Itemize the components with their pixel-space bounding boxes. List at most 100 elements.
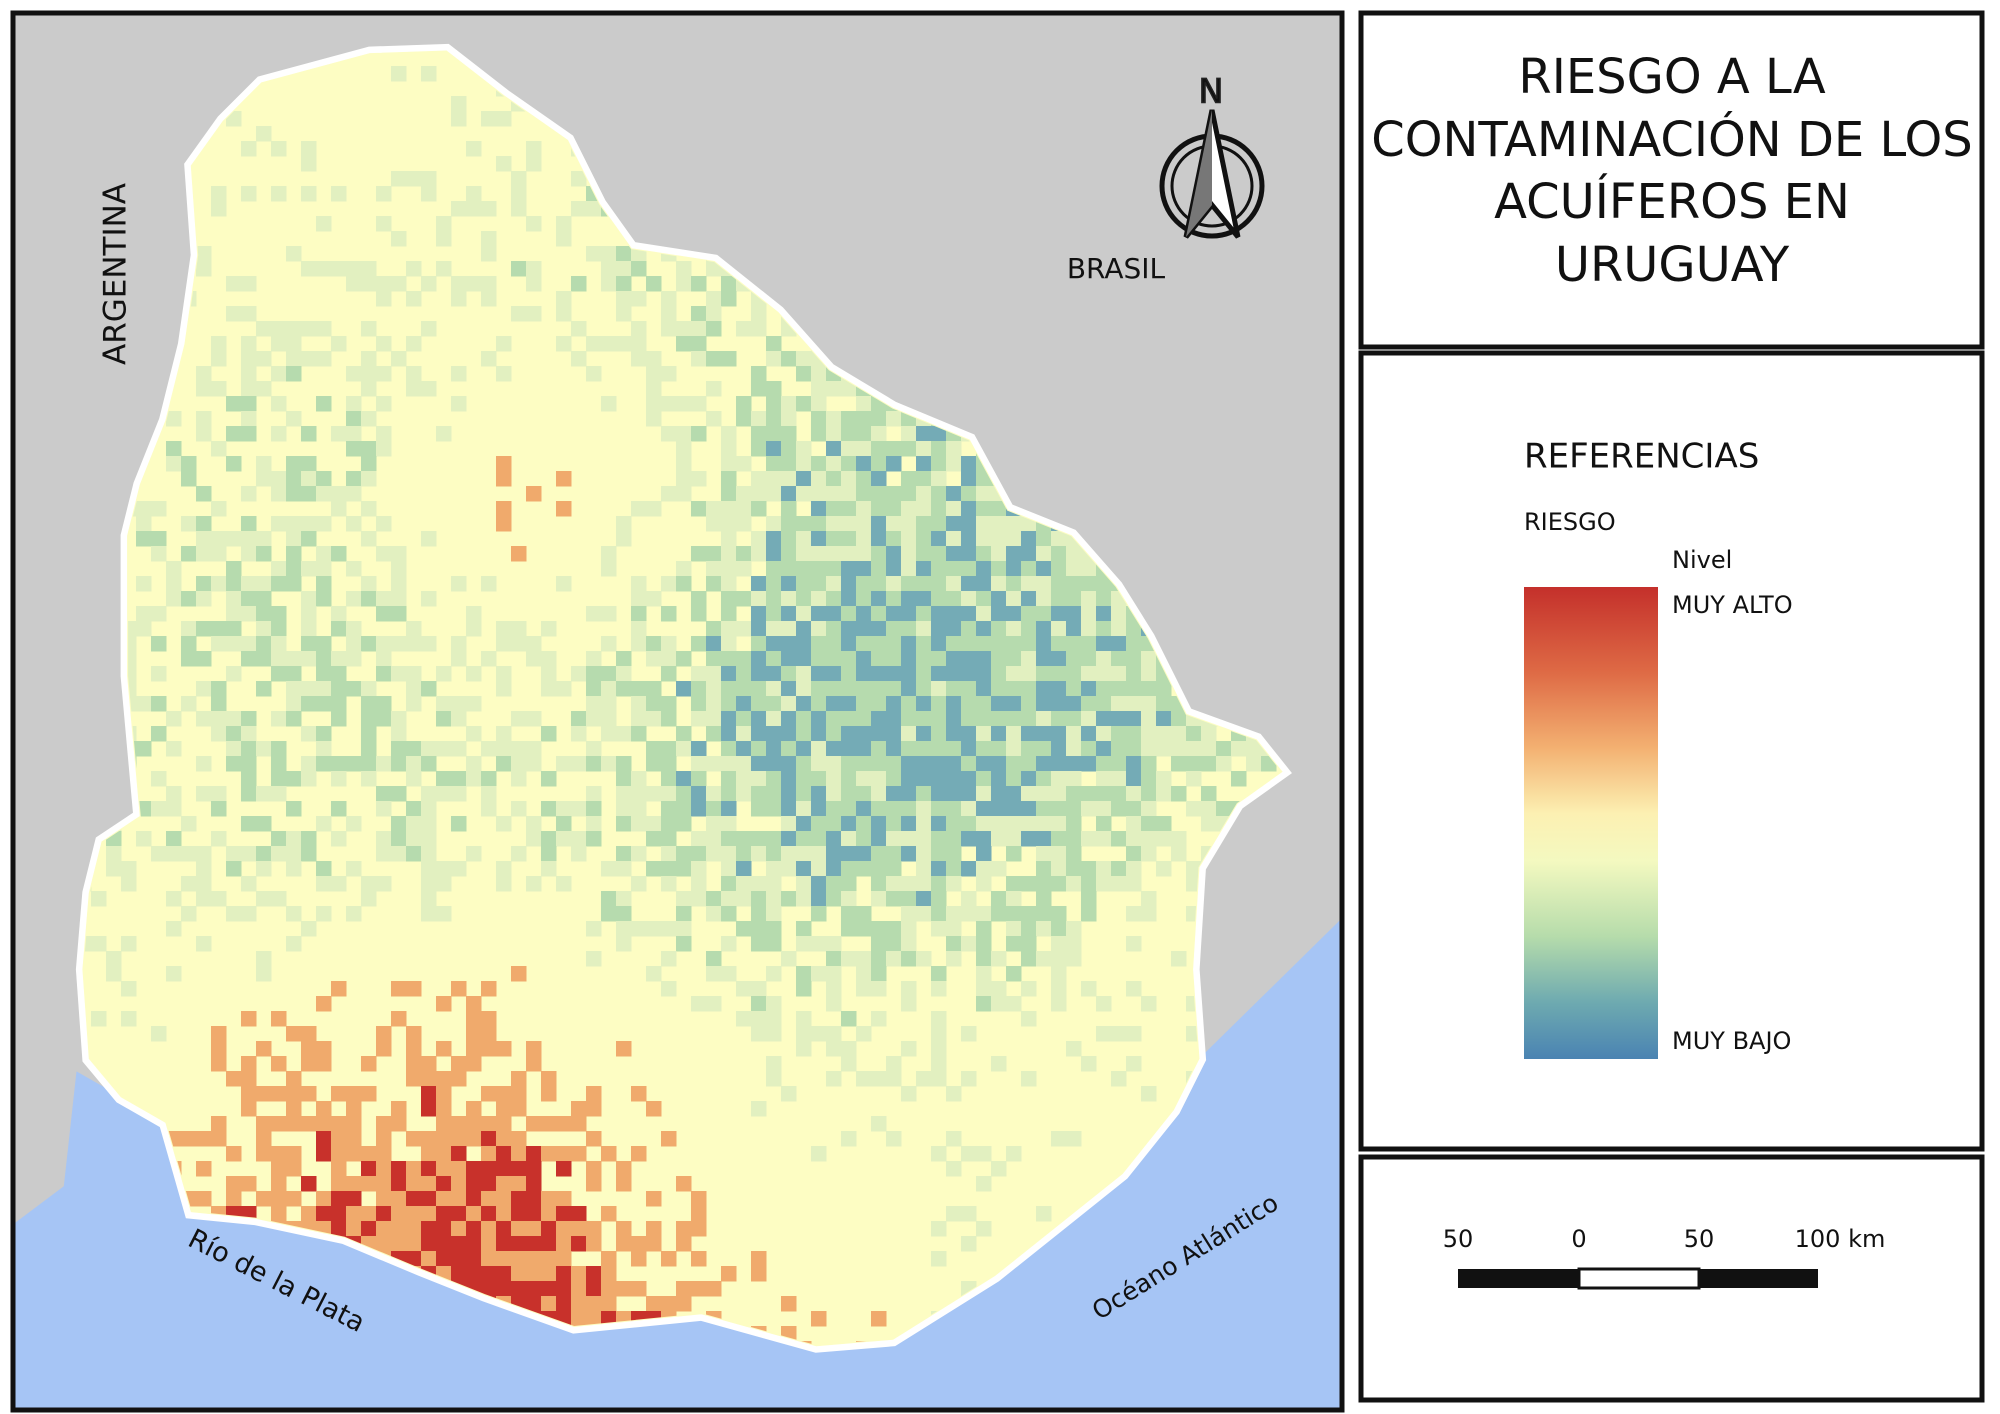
risk-cell <box>271 651 287 667</box>
risk-cell <box>751 501 767 517</box>
risk-cell <box>1006 636 1022 652</box>
risk-cell <box>931 1221 947 1237</box>
risk-cell <box>1081 756 1097 772</box>
risk-cell <box>511 1131 527 1147</box>
risk-cell <box>946 441 962 457</box>
risk-cell <box>931 486 947 502</box>
risk-cell <box>976 861 992 877</box>
risk-cell <box>451 111 467 127</box>
risk-cell <box>796 531 812 547</box>
risk-cell <box>841 381 857 397</box>
risk-cell <box>871 651 887 667</box>
risk-cell <box>1006 996 1022 1012</box>
risk-cell <box>286 561 302 577</box>
risk-cell <box>1186 756 1202 772</box>
risk-cell <box>496 366 512 382</box>
risk-cell <box>751 876 767 892</box>
risk-cell <box>661 876 677 892</box>
risk-cell <box>196 426 212 442</box>
risk-cell <box>1111 636 1127 652</box>
risk-cell <box>1201 726 1217 742</box>
risk-cell <box>121 936 137 952</box>
risk-cell <box>1111 1026 1127 1042</box>
risk-cell <box>871 966 887 982</box>
risk-cell <box>481 741 497 757</box>
risk-cell <box>781 666 797 682</box>
risk-cell <box>586 816 602 832</box>
risk-cell <box>841 741 857 757</box>
risk-cell <box>766 906 782 922</box>
risk-cell <box>676 681 692 697</box>
risk-cell <box>241 726 257 742</box>
risk-cell <box>271 741 287 757</box>
risk-cell <box>511 261 527 277</box>
risk-cell <box>1036 891 1052 907</box>
risk-cell <box>706 786 722 802</box>
risk-cell <box>841 531 857 547</box>
risk-cell <box>1006 831 1022 847</box>
risk-cell <box>406 816 422 832</box>
risk-cell <box>1081 801 1097 817</box>
risk-cell <box>706 756 722 772</box>
risk-cell <box>901 771 917 787</box>
risk-cell <box>211 801 227 817</box>
risk-cell <box>286 666 302 682</box>
risk-cell <box>346 651 362 667</box>
risk-cell <box>586 831 602 847</box>
risk-cell <box>841 486 857 502</box>
risk-cell <box>466 1131 482 1147</box>
risk-cell <box>1036 876 1052 892</box>
risk-cell <box>211 441 227 457</box>
risk-cell <box>736 411 752 427</box>
risk-cell <box>826 546 842 562</box>
risk-cell <box>991 561 1007 577</box>
risk-cell <box>301 1116 317 1132</box>
risk-cell <box>376 666 392 682</box>
risk-cell <box>586 1311 602 1327</box>
risk-cell <box>856 561 872 577</box>
risk-cell <box>1096 861 1112 877</box>
risk-cell <box>436 861 452 877</box>
risk-cell <box>166 831 182 847</box>
risk-cell <box>916 651 932 667</box>
risk-cell <box>1171 726 1187 742</box>
risk-cell <box>646 921 662 937</box>
risk-cell <box>721 831 737 847</box>
risk-cell <box>1111 651 1127 667</box>
risk-cell <box>286 366 302 382</box>
risk-cell <box>706 711 722 727</box>
risk-cell <box>811 471 827 487</box>
risk-cell <box>421 186 437 202</box>
risk-cell <box>691 636 707 652</box>
risk-cell <box>391 231 407 247</box>
risk-cell <box>1096 606 1112 622</box>
risk-cell <box>661 666 677 682</box>
risk-cell <box>946 606 962 622</box>
risk-cell <box>136 621 152 637</box>
risk-cell <box>301 321 317 337</box>
risk-cell <box>766 711 782 727</box>
risk-cell <box>406 1056 422 1072</box>
risk-cell <box>406 1161 422 1177</box>
risk-cell <box>301 456 317 472</box>
risk-cell <box>196 861 212 877</box>
risk-cell <box>316 261 332 277</box>
risk-cell <box>1051 846 1067 862</box>
risk-cell <box>271 1086 287 1102</box>
risk-cell <box>166 741 182 757</box>
risk-cell <box>766 921 782 937</box>
risk-cell <box>781 591 797 607</box>
risk-cell <box>1156 831 1172 847</box>
risk-cell <box>1006 786 1022 802</box>
risk-cell <box>511 186 527 202</box>
risk-cell <box>601 246 617 262</box>
risk-cell <box>421 1176 437 1192</box>
risk-cell <box>331 186 347 202</box>
risk-cell <box>481 1161 497 1177</box>
risk-cell <box>241 1056 257 1072</box>
risk-cell <box>421 1056 437 1072</box>
risk-cell <box>361 726 377 742</box>
risk-cell <box>541 726 557 742</box>
legend-field: Nivel <box>1672 546 1732 574</box>
risk-cell <box>811 801 827 817</box>
